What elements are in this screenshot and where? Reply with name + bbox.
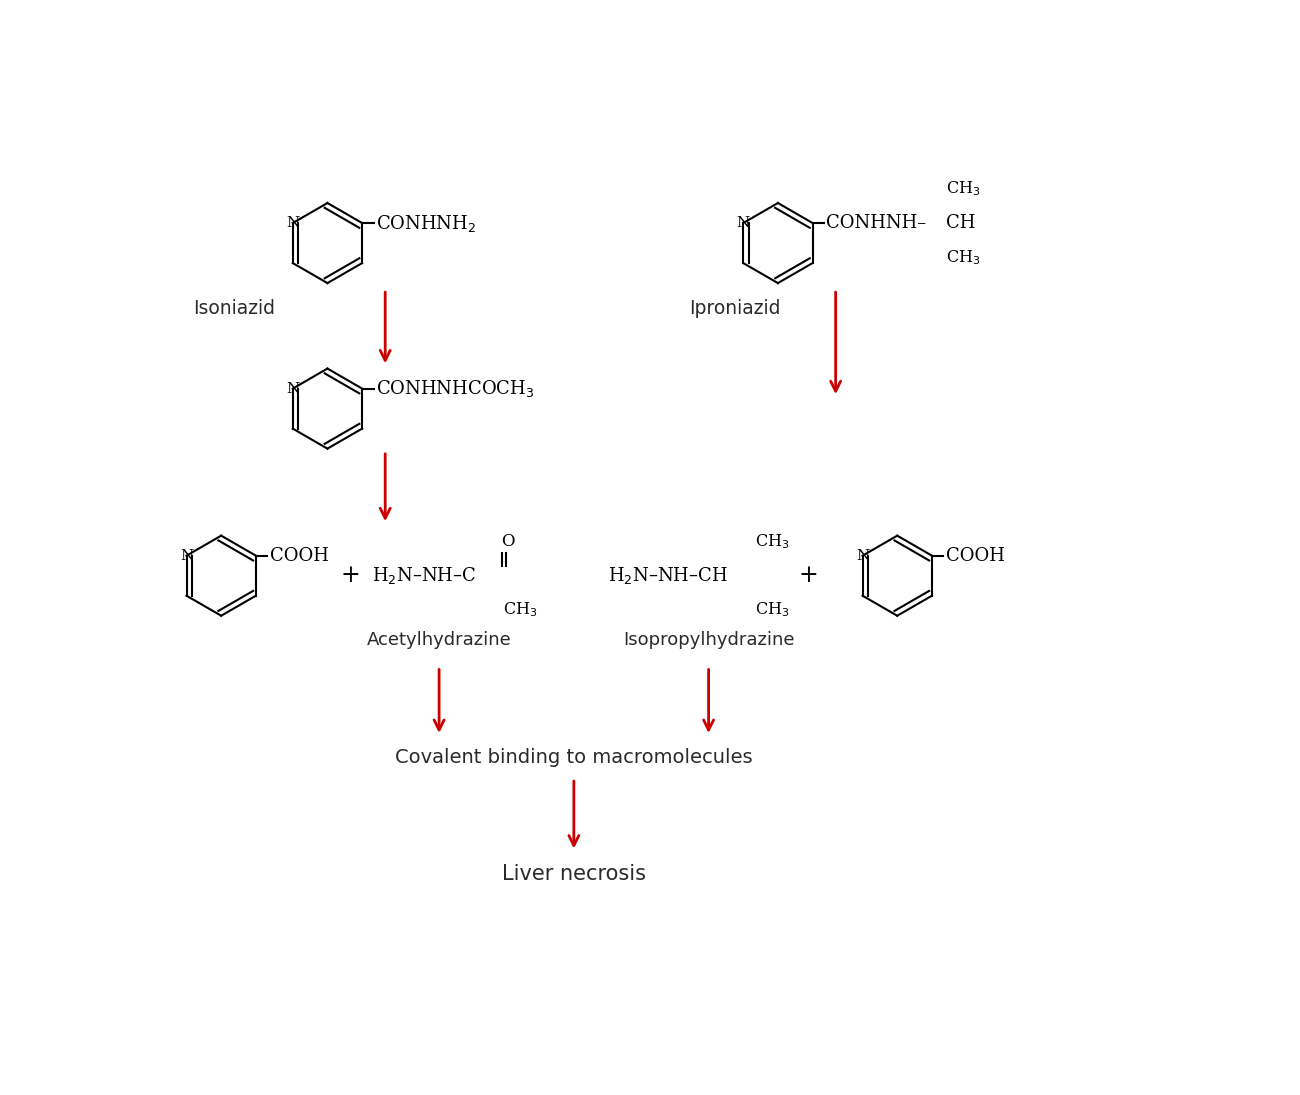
Text: CH$_3$: CH$_3$ xyxy=(946,178,980,198)
Text: H$_2$N–NH–CH: H$_2$N–NH–CH xyxy=(608,565,728,586)
Text: CH$_3$: CH$_3$ xyxy=(755,600,789,619)
Text: CH: CH xyxy=(946,214,975,232)
Text: CH$_3$: CH$_3$ xyxy=(946,249,980,267)
Text: Liver necrosis: Liver necrosis xyxy=(502,864,646,885)
Text: O: O xyxy=(500,533,515,551)
Text: Isoniazid: Isoniazid xyxy=(192,299,274,318)
Text: Iproniazid: Iproniazid xyxy=(689,299,781,318)
Text: Covalent binding to macromolecules: Covalent binding to macromolecules xyxy=(395,748,753,766)
Text: CONHNH–: CONHNH– xyxy=(827,214,927,232)
Text: COOH: COOH xyxy=(946,546,1005,565)
Text: N: N xyxy=(855,549,870,563)
Text: CH$_3$: CH$_3$ xyxy=(755,532,789,551)
Text: N: N xyxy=(737,216,750,230)
Text: H$_2$N–NH–C: H$_2$N–NH–C xyxy=(372,565,476,586)
Text: CONHNHCOCH$_3$: CONHNHCOCH$_3$ xyxy=(376,378,534,399)
Text: Acetylhydrazine: Acetylhydrazine xyxy=(367,631,511,648)
Text: Isopropylhydrazine: Isopropylhydrazine xyxy=(623,631,794,648)
Text: CONHNH$_2$: CONHNH$_2$ xyxy=(376,212,476,233)
Text: +: + xyxy=(798,564,819,587)
Text: N: N xyxy=(286,216,299,230)
Text: CH$_3$: CH$_3$ xyxy=(503,600,537,619)
Text: N: N xyxy=(286,381,299,395)
Text: COOH: COOH xyxy=(269,546,329,565)
Text: N: N xyxy=(179,549,194,563)
Text: +: + xyxy=(341,564,360,587)
